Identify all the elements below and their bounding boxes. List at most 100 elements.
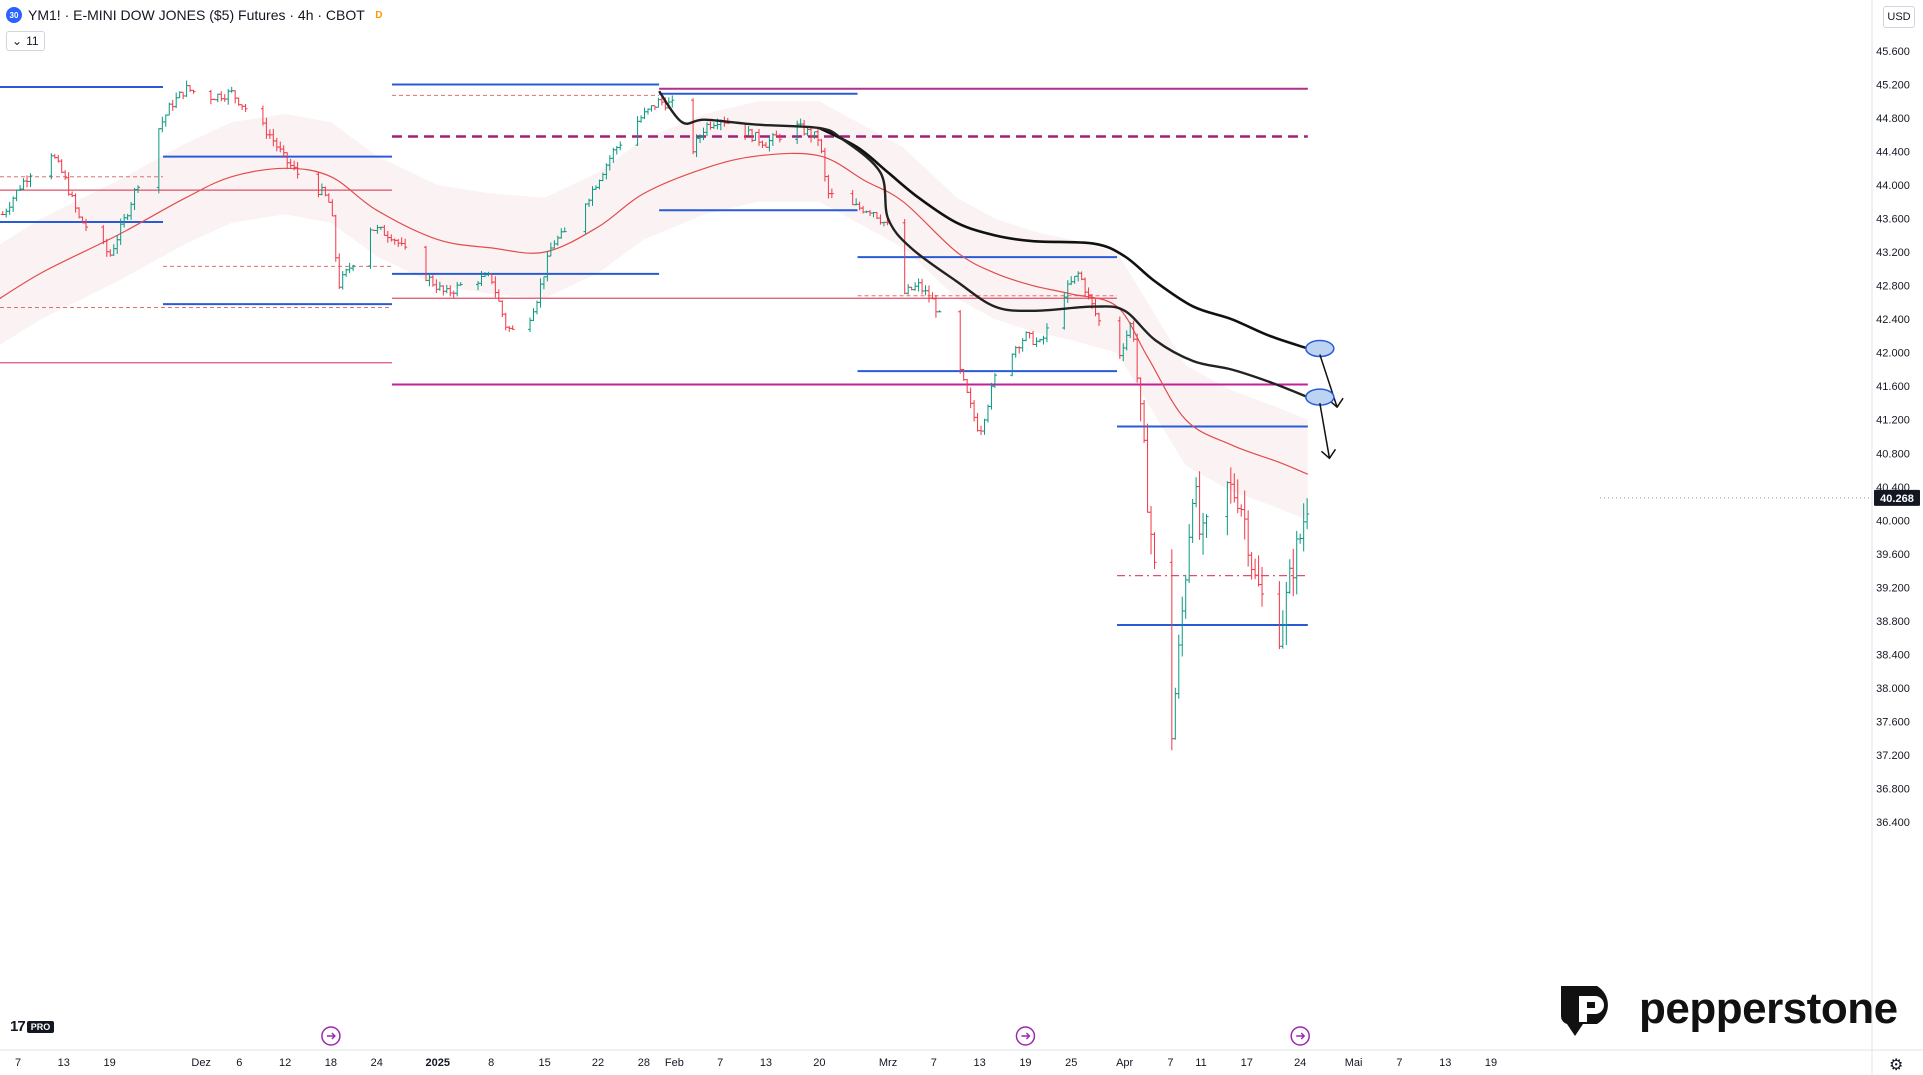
candle (1287, 559, 1292, 594)
candle (28, 173, 33, 188)
candle (229, 86, 234, 93)
black-ma-fast (658, 90, 1309, 399)
price-tick-label: 37.200 (1876, 750, 1910, 762)
event-marker-arrow (326, 1032, 336, 1040)
time-tick-label: 19 (1019, 1057, 1031, 1069)
candle (1169, 549, 1174, 751)
time-tick-label: 13 (974, 1057, 986, 1069)
chart-title[interactable]: YM1! · E-MINI DOW JONES ($5) Futures · 4… (28, 7, 365, 23)
candle (534, 300, 539, 315)
time-tick-label: 24 (1294, 1057, 1306, 1069)
candle (233, 90, 238, 104)
candle (1242, 490, 1247, 540)
candle (906, 284, 911, 295)
indicators-toggle[interactable]: ⌄ 11 (6, 31, 45, 51)
candle (49, 153, 54, 180)
black-ma-slow (818, 126, 1309, 350)
candle (21, 178, 26, 191)
event-marker-icon[interactable] (1015, 1026, 1036, 1046)
candle (1260, 567, 1265, 607)
candle (170, 99, 175, 111)
candle (992, 373, 997, 388)
candle (510, 325, 515, 330)
candle (181, 91, 186, 100)
time-tick-label: Dez (191, 1057, 211, 1069)
pro-badge: PRO (26, 1020, 55, 1033)
price-tick-label: 38.400 (1876, 649, 1910, 661)
candle (351, 264, 356, 272)
price-tick-label: 38.800 (1876, 616, 1910, 628)
time-tick-label: 20 (813, 1057, 825, 1069)
candle (59, 159, 64, 174)
candle (344, 268, 349, 277)
candle (989, 382, 994, 410)
candle (937, 310, 942, 313)
candle (160, 116, 165, 133)
candle (926, 285, 931, 303)
event-marker-icon[interactable] (1290, 1026, 1310, 1046)
candle (1096, 312, 1101, 326)
price-tick-label: 39.200 (1876, 582, 1910, 594)
candle (979, 425, 984, 436)
candle (7, 201, 12, 215)
candle (219, 91, 224, 102)
candle (191, 89, 196, 94)
time-tick-label: 28 (638, 1057, 650, 1069)
gear-icon[interactable]: ⚙ (1889, 1057, 1904, 1074)
time-tick-label: 6 (236, 1057, 242, 1069)
time-tick-label: 8 (488, 1057, 494, 1069)
candle (909, 286, 914, 291)
time-tick-label: 19 (1485, 1057, 1497, 1069)
candle (645, 108, 650, 115)
candle (985, 404, 990, 423)
price-tick-label: 42.000 (1876, 348, 1910, 360)
candle (1294, 530, 1299, 595)
candle (52, 154, 57, 159)
indicator-count: 11 (26, 34, 39, 48)
candle (1152, 532, 1157, 570)
candle (1173, 687, 1178, 740)
candle (829, 188, 834, 199)
currency-button[interactable]: USD (1883, 6, 1915, 28)
candle (1013, 345, 1018, 358)
time-tick-label: 13 (1439, 1057, 1451, 1069)
candle (1017, 346, 1022, 354)
time-tick-label: 7 (15, 1057, 21, 1069)
event-marker-arrow (1021, 1032, 1031, 1040)
last-price-box (1874, 489, 1920, 506)
chart-header: 30 YM1! · E-MINI DOW JONES ($5) Futures … (6, 4, 387, 26)
time-tick-label: 17 (1241, 1057, 1253, 1069)
candle (403, 238, 408, 250)
price-tick-label: 42.400 (1876, 314, 1910, 326)
candle (503, 312, 508, 331)
price-tick-label: 40.800 (1876, 448, 1910, 460)
candle (639, 115, 644, 123)
price-tick-label: 44.400 (1876, 147, 1910, 159)
event-marker-icon[interactable] (321, 1026, 341, 1046)
arrow-head (1320, 448, 1337, 460)
symbol-badge[interactable]: 30 (6, 7, 22, 23)
candle (208, 89, 213, 105)
projection-arrow (1319, 402, 1331, 459)
candle (236, 97, 241, 106)
time-tick-label: 11 (1195, 1057, 1206, 1069)
candle (11, 196, 16, 212)
time-tick-label: 13 (58, 1057, 70, 1069)
price-tick-label: 45.600 (1876, 46, 1910, 58)
candle (507, 325, 512, 332)
candle (528, 317, 533, 333)
candle (1142, 400, 1147, 443)
candle (240, 104, 245, 110)
time-tick-label: 15 (538, 1057, 550, 1069)
candle (1246, 510, 1251, 567)
candle (670, 95, 675, 108)
price-tick-label: 41.200 (1876, 415, 1910, 427)
candle (70, 191, 75, 198)
data-badge[interactable]: D (375, 9, 383, 21)
tv-logo-icon: 17 (10, 1018, 26, 1035)
tradingview-logo[interactable]: 17 PRO (10, 1018, 55, 1035)
arrow-head (1328, 397, 1344, 409)
candle (337, 253, 342, 290)
time-tick-label: 7 (931, 1057, 937, 1069)
